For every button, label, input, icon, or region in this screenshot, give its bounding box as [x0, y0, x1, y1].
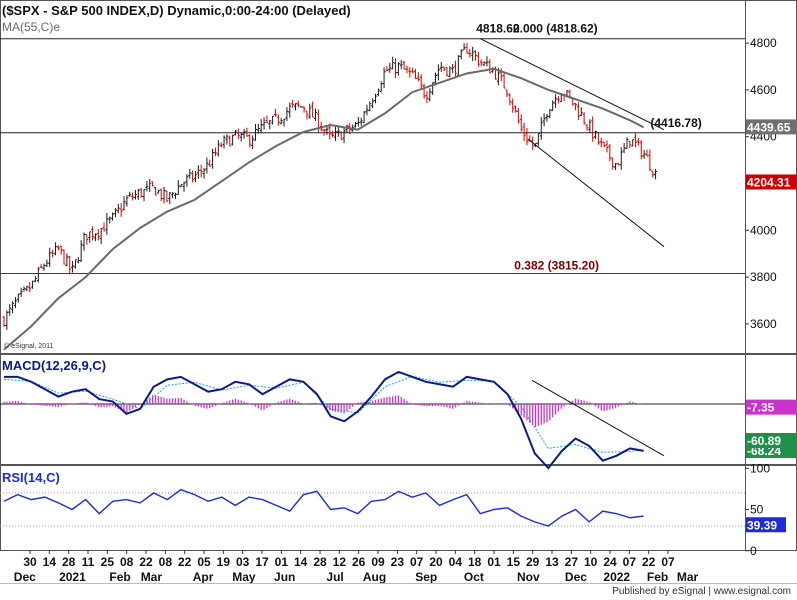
x-month-label: 2022	[603, 570, 630, 584]
x-tick-label: 24	[603, 555, 617, 569]
x-tick-label: 29	[526, 555, 540, 569]
x-month-label: Oct	[464, 570, 484, 584]
x-month-label: Nov	[517, 570, 540, 584]
x-tick-label: 09	[371, 555, 385, 569]
x-tick-label: 15	[507, 555, 521, 569]
macd-badge-label: -7.35	[747, 401, 775, 415]
rsi-tick-label: 50	[750, 503, 764, 517]
footer-text: Published by eSignal | www.esignal.com	[612, 586, 791, 597]
rsi-tick-label: 0	[750, 544, 757, 558]
macd-legend: MACD(12,26,9,C)	[2, 358, 106, 373]
x-month-label: 2021	[59, 570, 86, 584]
x-tick-label: 14	[294, 555, 308, 569]
rsi-line	[3, 488, 644, 527]
x-tick-label: 08	[159, 555, 173, 569]
price-badge	[746, 119, 797, 135]
x-tick-label: 28	[313, 555, 327, 569]
x-tick-label: 14	[43, 555, 57, 569]
macd-signal-line	[3, 375, 644, 453]
fib-annotation: (4416.78)	[650, 116, 701, 130]
price-badge-label: 4439.65	[747, 120, 791, 134]
x-tick-label: 07	[661, 555, 675, 569]
x-month-label: Feb	[647, 570, 668, 584]
ma-line	[3, 67, 645, 351]
ma-legend: MA(55,C)e	[2, 20, 60, 34]
trendline	[480, 38, 665, 131]
x-tick-label: 18	[468, 555, 482, 569]
trendline	[527, 138, 665, 248]
x-month-label: May	[232, 570, 256, 584]
x-month-label: Mar	[141, 570, 163, 584]
x-month-label: Sep	[415, 570, 437, 584]
x-month-label: Mar	[677, 570, 699, 584]
macd-trendline	[531, 379, 665, 457]
rsi-badge-label: 39.39	[747, 518, 777, 532]
x-tick-label: 23	[391, 555, 405, 569]
x-tick-label: 28	[62, 555, 76, 569]
x-tick-label: 07	[410, 555, 424, 569]
panel-frame-price	[0, 0, 797, 354]
x-tick-label: 25	[101, 555, 115, 569]
price-badge-label: 4204.31	[747, 175, 791, 189]
x-tick-label: 13	[545, 555, 559, 569]
rsi-tick-label: 100	[750, 461, 770, 475]
macd-line	[4, 370, 644, 470]
x-month-label: Jul	[326, 570, 343, 584]
price-tick-label: 4000	[750, 223, 777, 237]
x-month-label: Dec	[565, 570, 587, 584]
x-tick-label: 27	[565, 555, 579, 569]
footer: Published by eSignal | www.esignal.com	[0, 583, 797, 600]
x-tick-label: 30	[23, 555, 37, 569]
x-month-label: Jun	[274, 570, 295, 584]
macd-badge-label: -60.89	[747, 434, 781, 448]
price-tick-label: 3600	[750, 317, 777, 331]
fib-annotation: 0.000 (4818.62)	[513, 22, 598, 36]
x-tick-label: 22	[178, 555, 192, 569]
x-tick-label: 20	[429, 555, 443, 569]
x-tick-label: 04	[449, 555, 463, 569]
x-tick-label: 12	[333, 555, 347, 569]
x-tick-label: 11	[82, 555, 95, 569]
x-month-label: Aug	[363, 570, 386, 584]
macd-badge	[746, 399, 797, 415]
rsi-legend: RSI(14,C)	[2, 470, 60, 485]
x-tick-label: 22	[139, 555, 153, 569]
price-badge	[746, 174, 797, 190]
x-tick-label: 17	[255, 555, 269, 569]
x-tick-label: 01	[487, 555, 501, 569]
x-tick-label: 07	[623, 555, 637, 569]
chart-title: ($SPX - S&P 500 INDEX,D) Dynamic,0:00-24…	[2, 3, 351, 18]
x-tick-label: 22	[642, 555, 656, 569]
price-tick-label: 4600	[750, 83, 777, 97]
panel-frame-rsi	[0, 465, 797, 551]
fib-annotation: 4818.62	[476, 22, 520, 36]
price-tick-label: 4800	[750, 36, 777, 50]
x-tick-label: 10	[584, 555, 598, 569]
x-tick-label: 01	[275, 555, 289, 569]
x-month-label: Apr	[193, 570, 214, 584]
x-month-label: Dec	[14, 570, 36, 584]
watermark: © eSignal, 2011	[4, 342, 54, 350]
x-tick-label: 05	[197, 555, 211, 569]
fib-annotation: 0.382 (3815.20)	[514, 259, 599, 273]
x-tick-label: 26	[352, 555, 366, 569]
x-month-label: Feb	[109, 570, 130, 584]
x-tick-label: 03	[236, 555, 250, 569]
x-tick-label: 19	[217, 555, 231, 569]
rsi-badge	[746, 517, 786, 533]
price-tick-label: 3800	[750, 270, 777, 284]
macd-badge	[746, 433, 797, 448]
x-tick-label: 08	[120, 555, 134, 569]
